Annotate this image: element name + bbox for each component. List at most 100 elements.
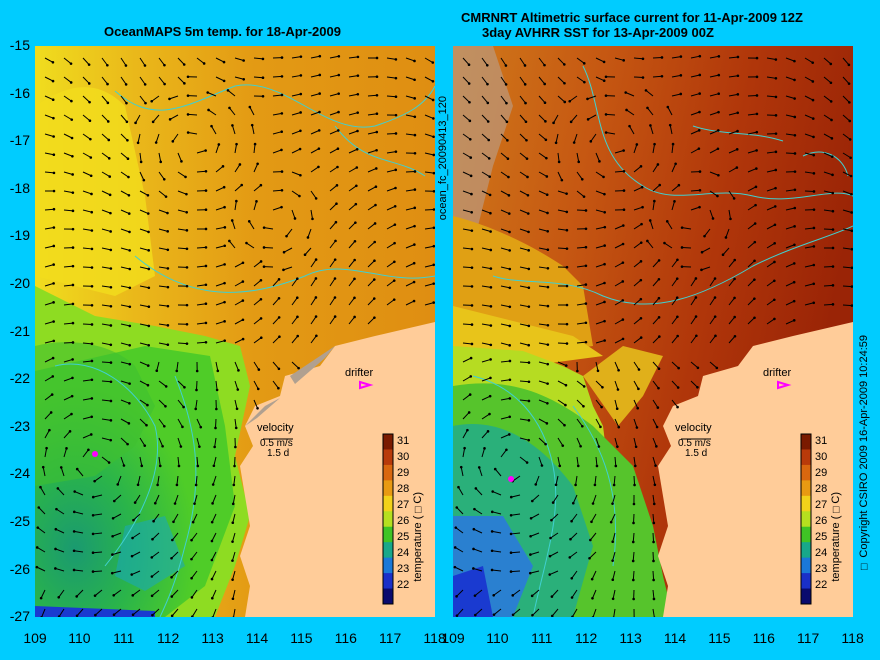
velocity-arrow	[551, 608, 559, 617]
velocity-arrow	[120, 209, 130, 215]
velocity-arrow	[196, 57, 205, 64]
velocity-arrow-head	[679, 74, 683, 77]
velocity-arrow	[248, 221, 255, 230]
velocity-arrow-head	[576, 464, 580, 468]
velocity-arrow-head	[280, 112, 284, 115]
velocity-arrow-head	[733, 258, 737, 262]
velocity-arrow	[576, 341, 587, 344]
colorbar-tick-label: 22	[815, 579, 827, 591]
velocity-arrow-head	[622, 189, 626, 192]
velocity-arrow-head	[611, 502, 614, 505]
velocity-arrow-head	[72, 530, 76, 533]
velocity-arrow	[215, 282, 225, 287]
right-velocity-time: 1.5 d	[685, 448, 707, 459]
velocity-arrow	[177, 399, 184, 408]
velocity-arrow	[462, 57, 470, 66]
velocity-arrow	[329, 278, 336, 287]
velocity-arrow-head	[185, 266, 189, 269]
velocity-arrow-head	[52, 282, 55, 285]
velocity-arrow	[386, 76, 396, 79]
velocity-arrow-head	[812, 301, 816, 305]
velocity-arrow	[649, 125, 654, 135]
colorbar-segment	[383, 480, 393, 497]
velocity-arrow	[510, 570, 521, 573]
velocity-arrow-head	[694, 277, 698, 280]
velocity-arrow	[329, 203, 337, 211]
velocity-arrow	[38, 507, 46, 515]
velocity-arrow	[74, 550, 84, 553]
velocity-arrow	[614, 399, 618, 409]
velocity-arrow-head	[280, 93, 284, 97]
velocity-arrow	[44, 264, 54, 268]
velocity-arrow-head	[211, 483, 215, 486]
velocity-arrow-head	[525, 461, 529, 464]
velocity-arrow	[576, 152, 580, 162]
velocity-arrow-head	[472, 567, 475, 570]
velocity-arrow-head	[774, 114, 778, 117]
velocity-arrow	[310, 93, 320, 97]
colorbar-tick-label: 26	[397, 515, 409, 527]
velocity-arrow	[633, 380, 639, 390]
velocity-arrow	[538, 361, 548, 365]
velocity-arrow	[58, 589, 65, 598]
velocity-arrow	[194, 494, 198, 504]
lon-tick-label: 118	[841, 630, 864, 646]
velocity-arrow	[231, 220, 236, 230]
velocity-arrow	[44, 152, 54, 156]
velocity-arrow	[253, 201, 257, 211]
velocity-arrow	[329, 166, 338, 173]
lat-tick-label: -20	[9, 275, 30, 291]
velocity-arrow-head	[561, 444, 565, 447]
velocity-arrow	[44, 245, 54, 249]
velocity-arrow	[785, 114, 795, 118]
velocity-arrow	[690, 206, 700, 211]
velocity-arrow	[633, 418, 638, 428]
velocity-arrow	[531, 589, 540, 597]
velocity-arrow-head	[231, 578, 234, 581]
velocity-arrow-head	[700, 250, 704, 254]
velocity-arrow	[386, 261, 395, 268]
velocity-arrow-head	[51, 356, 55, 360]
velocity-arrow	[139, 456, 143, 466]
velocity-arrow	[747, 113, 757, 116]
lon-tick-label: 110	[486, 630, 509, 646]
velocity-arrow-head	[128, 230, 131, 234]
velocity-arrow-head	[531, 613, 534, 617]
velocity-arrow	[492, 491, 502, 496]
velocity-arrow-head	[234, 426, 238, 430]
velocity-arrow-head	[190, 557, 193, 561]
velocity-arrow	[823, 133, 833, 139]
velocity-arrow-head	[673, 200, 676, 203]
velocity-arrow	[690, 129, 700, 135]
velocity-arrow-head	[653, 199, 656, 203]
velocity-arrow-head	[88, 100, 91, 104]
velocity-arrow-head	[773, 317, 776, 321]
left-velocity-time: 1.5 d	[267, 448, 289, 459]
velocity-arrow-head	[223, 205, 226, 209]
velocity-arrow	[424, 227, 434, 230]
velocity-arrow	[557, 456, 561, 466]
velocity-arrow-head	[356, 129, 359, 133]
velocity-arrow	[709, 93, 719, 97]
velocity-arrow-head	[299, 173, 302, 177]
velocity-arrow	[481, 448, 485, 458]
velocity-arrow-head	[109, 267, 113, 270]
velocity-arrow-head	[226, 89, 230, 92]
velocity-arrow-head	[603, 244, 606, 247]
velocity-arrow-head	[849, 174, 853, 178]
velocity-arrow-head	[774, 95, 778, 99]
velocity-arrow-head	[508, 415, 512, 419]
velocity-arrow	[36, 547, 46, 553]
velocity-arrow-head	[489, 343, 493, 347]
velocity-arrow-head	[413, 170, 417, 173]
velocity-arrow	[690, 148, 700, 154]
velocity-arrow-head	[473, 594, 477, 597]
velocity-arrow-head	[204, 246, 208, 249]
velocity-arrow-head	[413, 97, 416, 100]
lon-tick-label: 117	[379, 630, 402, 646]
velocity-arrow-head	[700, 268, 703, 272]
velocity-arrow	[76, 608, 84, 617]
velocity-arrow-head	[259, 297, 263, 301]
colorbar-tick-label: 26	[815, 515, 827, 527]
velocity-arrow-head	[211, 596, 214, 600]
